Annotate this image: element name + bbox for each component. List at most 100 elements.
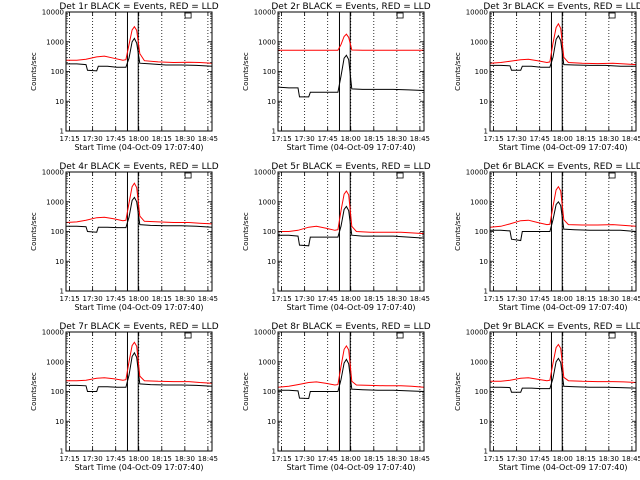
y-tick-label: 100 xyxy=(475,228,488,236)
flag-box xyxy=(608,12,616,19)
y-tick-label: 1000 xyxy=(470,198,488,206)
flag-box xyxy=(396,12,404,19)
x-axis-label: Start Time (04-Oct-09 17:07:40) xyxy=(74,303,203,312)
x-tick-label: 18:30 xyxy=(175,135,195,143)
x-tick-label: 18:15 xyxy=(576,295,596,303)
plot-frame xyxy=(489,171,637,292)
x-tick-label: 17:15 xyxy=(59,295,79,303)
x-tick-label: 18:00 xyxy=(341,295,361,303)
y-tick-label: 1 xyxy=(272,288,276,296)
panel-title: Det 9r BLACK = Events, RED = LLD xyxy=(483,322,640,332)
series-lld xyxy=(278,33,424,51)
x-tick-label: 17:30 xyxy=(83,455,103,463)
series-lld xyxy=(278,190,425,235)
flag-box xyxy=(184,332,192,339)
x-tick-label: 17:45 xyxy=(106,135,126,143)
panel-det-2: Det 2r BLACK = Events, RED = LLD 1 10 100 10… xyxy=(242,2,431,152)
plot-frame xyxy=(277,11,425,132)
panel-title: Det 7r BLACK = Events, RED = LLD xyxy=(59,322,218,332)
x-tick-label: 17:15 xyxy=(483,135,503,143)
y-tick-label: 10 xyxy=(55,258,64,266)
y-axis-label: Counts/sec xyxy=(454,372,462,411)
y-tick-label: 100 xyxy=(263,388,276,396)
x-axis-label: Start Time (04-Oct-09 17:07:40) xyxy=(286,463,415,472)
x-tick-label: 18:30 xyxy=(175,455,195,463)
y-tick-label: 10000 xyxy=(466,169,488,177)
panel-det-4: Det 4r BLACK = Events, RED = LLD 1 10 100 10… xyxy=(30,162,219,312)
y-tick-label: 10000 xyxy=(466,329,488,337)
series-events xyxy=(490,34,636,71)
series-events xyxy=(490,357,637,393)
series-events xyxy=(278,205,425,247)
panel-title: Det 4r BLACK = Events, RED = LLD xyxy=(59,162,218,172)
panel-det-1: Det 1r BLACK = Events, RED = LLD 1 10 100 10… xyxy=(30,2,219,152)
plot-frame xyxy=(65,11,213,132)
series-lld xyxy=(489,185,637,228)
flag-box xyxy=(608,332,616,339)
series-lld xyxy=(490,343,637,383)
x-tick-label: 17:30 xyxy=(83,295,103,303)
y-tick-label: 10 xyxy=(267,418,276,426)
y-axis-label: Counts/sec xyxy=(242,372,250,411)
y-tick-label: 10000 xyxy=(42,329,64,337)
y-tick-label: 1 xyxy=(272,448,276,456)
panel-title: Det 5r BLACK = Events, RED = LLD xyxy=(271,162,430,172)
x-tick-label: 18:45 xyxy=(410,295,430,303)
x-tick-label: 18:15 xyxy=(576,455,596,463)
x-tick-label: 18:00 xyxy=(129,455,149,463)
series-lld xyxy=(277,344,425,388)
x-tick-label: 18:15 xyxy=(152,455,172,463)
y-axis-label: Counts/sec xyxy=(242,212,250,251)
x-tick-label: 18:00 xyxy=(553,455,573,463)
x-tick-label: 17:30 xyxy=(507,135,527,143)
x-tick-label: 18:30 xyxy=(175,295,195,303)
series-lld xyxy=(489,22,637,66)
x-tick-label: 17:45 xyxy=(106,295,126,303)
series-events xyxy=(66,351,213,392)
plot-frame xyxy=(277,331,425,452)
y-tick-label: 1 xyxy=(60,448,64,456)
x-axis-label: Start Time (04-Oct-09 17:07:40) xyxy=(74,143,203,152)
panel-det-9: Det 9r BLACK = Events, RED = LLD 1 10 100 10… xyxy=(454,322,640,472)
y-tick-label: 100 xyxy=(263,68,276,76)
x-tick-label: 18:15 xyxy=(364,455,384,463)
x-tick-label: 17:45 xyxy=(530,455,550,463)
y-tick-label: 1000 xyxy=(46,38,64,46)
y-tick-label: 10000 xyxy=(42,169,64,177)
x-tick-label: 18:00 xyxy=(553,295,573,303)
x-tick-label: 17:45 xyxy=(318,135,338,143)
x-tick-label: 17:45 xyxy=(318,455,338,463)
y-tick-label: 10000 xyxy=(254,169,276,177)
flag-box xyxy=(396,332,404,339)
panel-det-7: Det 7r BLACK = Events, RED = LLD 1 10 100 10… xyxy=(30,322,219,472)
x-axis-label: Start Time (04-Oct-09 17:07:40) xyxy=(286,303,415,312)
y-tick-label: 10000 xyxy=(42,9,64,17)
x-tick-label: 17:15 xyxy=(271,135,291,143)
x-tick-label: 17:45 xyxy=(530,295,550,303)
panel-title: Det 6r BLACK = Events, RED = LLD xyxy=(483,162,640,172)
x-tick-label: 17:15 xyxy=(483,295,503,303)
x-tick-label: 18:45 xyxy=(410,135,430,143)
y-axis-label: Counts/sec xyxy=(454,52,462,91)
x-tick-label: 18:00 xyxy=(341,455,361,463)
panel-title: Det 1r BLACK = Events, RED = LLD xyxy=(59,2,218,12)
x-tick-label: 18:15 xyxy=(364,135,384,143)
x-tick-label: 17:30 xyxy=(295,295,315,303)
y-tick-label: 1 xyxy=(60,288,64,296)
panel-title: Det 2r BLACK = Events, RED = LLD xyxy=(271,2,430,12)
y-tick-label: 100 xyxy=(475,68,488,76)
y-tick-label: 10 xyxy=(267,98,276,106)
y-tick-label: 1000 xyxy=(470,358,488,366)
flag-box xyxy=(184,172,192,179)
panel-title: Det 3r BLACK = Events, RED = LLD xyxy=(483,2,640,12)
x-tick-label: 18:00 xyxy=(129,135,149,143)
x-tick-label: 18:00 xyxy=(129,295,149,303)
series-lld xyxy=(66,341,213,384)
x-tick-label: 18:45 xyxy=(622,455,640,463)
y-tick-label: 100 xyxy=(475,388,488,396)
x-tick-label: 18:00 xyxy=(341,135,361,143)
y-tick-label: 1000 xyxy=(258,38,276,46)
x-tick-label: 18:30 xyxy=(599,135,619,143)
x-tick-label: 18:45 xyxy=(198,295,218,303)
